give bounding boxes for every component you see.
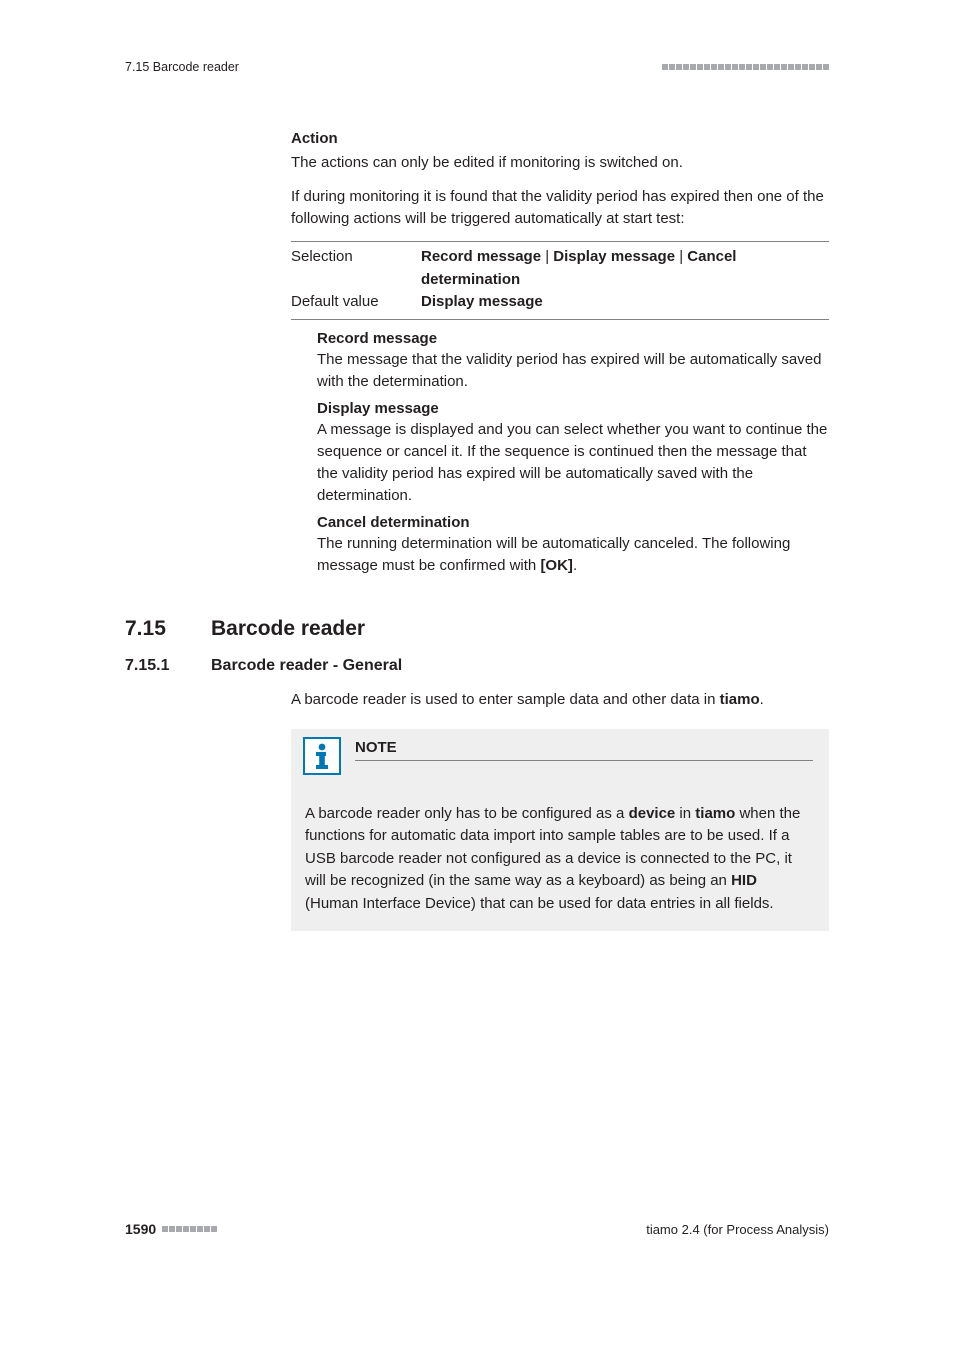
- param-row-default: Default value Display message: [291, 291, 829, 314]
- note-tiamo: tiamo: [695, 805, 735, 822]
- section-title: Barcode reader: [211, 617, 365, 641]
- def-term-cancel: Cancel determination: [317, 514, 829, 531]
- selection-opt-record: Record message: [421, 248, 541, 265]
- header-decoration-squares: [662, 64, 829, 70]
- page-header: 7.15 Barcode reader: [125, 60, 829, 74]
- subsection-heading: 7.15.1 Barcode reader - General: [125, 657, 829, 675]
- subsection-content: A barcode reader is used to enter sample…: [291, 689, 829, 931]
- note-device: device: [629, 805, 676, 822]
- selection-sep-2: |: [675, 248, 687, 265]
- subsection-number: 7.15.1: [125, 657, 211, 675]
- note-text-4: (Human Interface Device) that can be use…: [305, 895, 774, 912]
- note-header: NOTE: [291, 729, 829, 775]
- note-body: A barcode reader only has to be configur…: [291, 775, 829, 916]
- intro-post: .: [760, 691, 764, 708]
- action-param-table: Selection Record message | Display messa…: [291, 241, 829, 320]
- param-label-default: Default value: [291, 291, 421, 314]
- subsection-title: Barcode reader - General: [211, 657, 402, 675]
- selection-opt-display: Display message: [553, 248, 675, 265]
- section-heading: 7.15 Barcode reader: [125, 617, 829, 641]
- note-text-1: A barcode reader only has to be configur…: [305, 805, 629, 822]
- param-value-default: Display message: [421, 291, 829, 314]
- footer-right: tiamo 2.4 (for Process Analysis): [646, 1222, 829, 1237]
- definition-list: Record message The message that the vali…: [317, 330, 829, 577]
- section-number: 7.15: [125, 617, 211, 641]
- note-block: NOTE A barcode reader only has to be con…: [291, 729, 829, 932]
- footer-decoration-squares: [162, 1226, 217, 1232]
- footer-left: 1590: [125, 1221, 217, 1237]
- param-row-selection: Selection Record message | Display messa…: [291, 246, 829, 291]
- info-icon: [303, 737, 341, 775]
- action-para-2: If during monitoring it is found that th…: [291, 186, 829, 230]
- def-desc-cancel: The running determination will be automa…: [317, 533, 829, 577]
- note-title: NOTE: [355, 739, 813, 761]
- def-term-record: Record message: [317, 330, 829, 347]
- action-para-1: The actions can only be edited if monito…: [291, 152, 829, 174]
- def-desc-record: The message that the validity period has…: [317, 349, 829, 393]
- cancel-desc-post: .: [573, 557, 577, 574]
- note-text-2: in: [675, 805, 695, 822]
- param-label-selection: Selection: [291, 246, 421, 291]
- intro-pre: A barcode reader is used to enter sample…: [291, 691, 720, 708]
- note-hid: HID: [731, 872, 757, 889]
- def-desc-display: A message is displayed and you can selec…: [317, 419, 829, 506]
- subsection-intro: A barcode reader is used to enter sample…: [291, 689, 829, 711]
- action-heading: Action: [291, 130, 829, 147]
- page: 7.15 Barcode reader Action The actions c…: [0, 0, 954, 1287]
- intro-tiamo: tiamo: [720, 691, 760, 708]
- footer-page-number: 1590: [125, 1221, 156, 1237]
- page-footer: 1590 tiamo 2.4 (for Process Analysis): [125, 1221, 829, 1237]
- default-value-text: Display message: [421, 293, 543, 310]
- param-value-selection: Record message | Display message | Cance…: [421, 246, 829, 291]
- main-content: Action The actions can only be edited if…: [291, 130, 829, 577]
- selection-sep-1: |: [541, 248, 553, 265]
- note-title-wrap: NOTE: [355, 737, 813, 761]
- header-section-label: 7.15 Barcode reader: [125, 60, 239, 74]
- cancel-ok: [OK]: [540, 557, 573, 574]
- def-term-display: Display message: [317, 400, 829, 417]
